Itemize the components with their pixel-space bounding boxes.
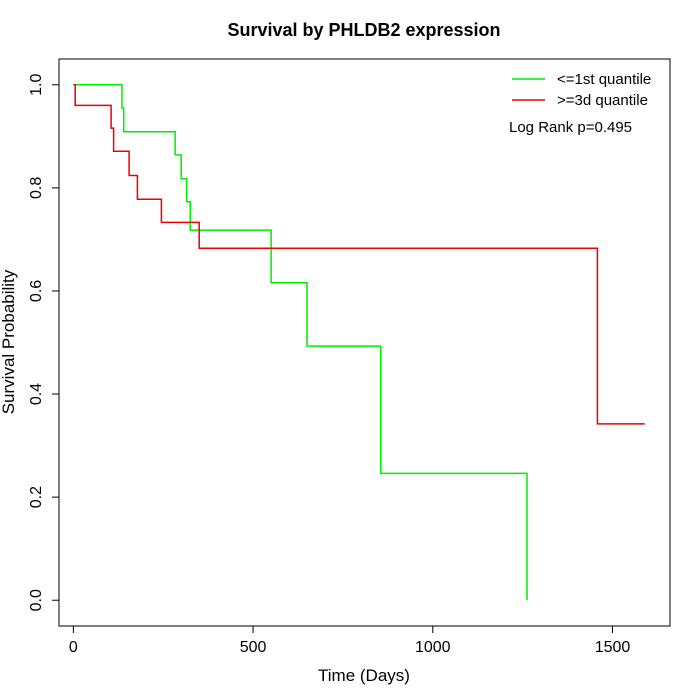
x-axis-label: Time (Days) xyxy=(318,666,410,685)
x-tick-label: 1000 xyxy=(415,639,451,656)
x-tick-label: 1500 xyxy=(595,639,631,656)
series-layer xyxy=(73,84,645,601)
chart-title: Survival by PHLDB2 expression xyxy=(227,20,500,40)
y-axis-label: Survival Probability xyxy=(0,269,18,414)
y-tick-label: 0.0 xyxy=(28,589,45,611)
legend: <=1st quantile >=3d quantile xyxy=(512,71,651,109)
y-tick-label: 1.0 xyxy=(28,74,45,96)
log-rank-annotation: Log Rank p=0.495 xyxy=(509,119,632,136)
x-tick-label: 0 xyxy=(69,639,78,656)
series-line-2 xyxy=(73,84,645,425)
x-axis: 0 500 1000 1500 xyxy=(69,625,631,656)
y-tick-label: 0.6 xyxy=(28,280,45,302)
legend-label-1: <=1st quantile xyxy=(557,71,651,88)
legend-label-2: >=3d quantile xyxy=(557,92,648,109)
x-tick-label: 500 xyxy=(240,639,267,656)
plot-frame xyxy=(58,58,671,627)
series-line-1 xyxy=(73,84,528,601)
y-tick-label: 0.2 xyxy=(28,486,45,508)
y-tick-label: 0.8 xyxy=(28,177,45,199)
y-axis: 0.0 0.2 0.4 0.6 0.8 1.0 xyxy=(28,74,60,611)
y-tick-label: 0.4 xyxy=(28,383,45,405)
